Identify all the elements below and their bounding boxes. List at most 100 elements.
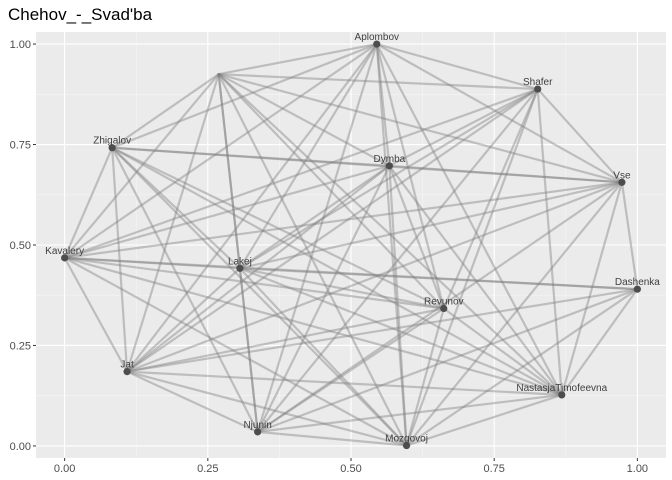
network-edge (238, 42, 378, 270)
node-label: Vse (613, 170, 631, 181)
x-tick-label: 1.00 (627, 463, 648, 475)
network-edge (375, 42, 408, 447)
node-label: Shafer (523, 77, 553, 88)
node-layer (61, 40, 641, 450)
network-edge (63, 256, 129, 373)
network-edge (256, 430, 408, 447)
x-tick-label: 0.25 (197, 463, 218, 475)
network-edge (111, 146, 563, 397)
x-axis: 0.00 0.25 0.50 0.75 1.00 (54, 458, 648, 475)
network-edge (405, 288, 639, 447)
network-node (236, 264, 244, 272)
network-edge (238, 267, 445, 310)
network-edge (405, 393, 563, 447)
network-node (373, 40, 381, 48)
network-edge (63, 256, 445, 310)
node-label: NastasjaTimofeevna (516, 383, 607, 394)
network-edge (217, 73, 391, 167)
network-edge (63, 256, 241, 270)
network-edge (375, 42, 391, 167)
network-edge (238, 267, 639, 291)
network-edge (63, 256, 563, 397)
network-edge (217, 73, 259, 433)
network-edge (238, 164, 391, 270)
network-edge (125, 87, 539, 373)
network-node (385, 162, 393, 170)
network-edge (238, 87, 539, 270)
network-edge (111, 146, 129, 373)
network-edge (217, 73, 445, 310)
network-edge (375, 42, 539, 91)
x-tick-label: 0.50 (340, 463, 361, 475)
network-edge (111, 146, 259, 433)
network-edge (125, 164, 391, 373)
network-edge (63, 87, 539, 259)
network-edge (63, 181, 624, 259)
network-node (123, 367, 131, 376)
network-edge (125, 42, 378, 373)
network-edge (375, 42, 624, 184)
network-edge (125, 370, 563, 397)
network-edge (63, 42, 378, 259)
network-node (61, 254, 69, 262)
network-edge (125, 73, 220, 373)
network-edge (111, 146, 408, 447)
network-edge (388, 164, 408, 447)
edge-layer (63, 42, 639, 447)
node-label: Lakej (228, 256, 252, 267)
network-edge (560, 288, 639, 397)
x-tick-label: 0.00 (54, 463, 75, 475)
chart-title: Chehov_-_Svad'ba (8, 5, 153, 24)
network-edge (442, 87, 539, 310)
node-label: Njunin (243, 420, 271, 431)
network-edge (256, 181, 624, 433)
network-edge (111, 146, 445, 310)
network-edge (560, 181, 624, 397)
network-edge (111, 42, 378, 149)
network-edge (63, 256, 639, 291)
node-label-layer: Aplombov Shafer Zhigalov Dymba Vse Kavalery La… (45, 32, 660, 444)
network-edge (256, 42, 378, 433)
y-tick-label: 0.25 (10, 340, 31, 352)
node-label: Dymba (374, 154, 406, 165)
network-node (558, 391, 566, 399)
network-edge (125, 181, 624, 373)
network-node (618, 178, 626, 186)
network-edge (125, 370, 259, 433)
network-edge (63, 256, 408, 447)
network-edge (63, 146, 114, 259)
network-edge (111, 146, 391, 167)
network-edge (125, 288, 639, 373)
network-edge (536, 87, 563, 397)
network-edge (238, 181, 624, 270)
network-edge (256, 393, 563, 433)
network-edge (375, 42, 445, 310)
network-edge (111, 73, 220, 149)
network-edge (217, 73, 539, 91)
network-edge (405, 307, 445, 447)
y-tick-label: 0.00 (10, 441, 31, 453)
network-edge (111, 146, 241, 270)
node-label: Mozgovoj (385, 434, 428, 445)
x-tick-label: 0.75 (483, 463, 504, 475)
network-edge (217, 73, 624, 184)
network-edge (111, 146, 624, 184)
network-edge (536, 87, 624, 184)
network-edge (238, 267, 259, 433)
node-label: Zhigalov (93, 136, 131, 147)
y-tick-label: 0.75 (10, 140, 31, 152)
network-edge (620, 181, 639, 291)
node-label: Dashenka (615, 277, 660, 288)
network-edge (256, 87, 539, 433)
network-edge (238, 267, 408, 447)
network-edge (217, 73, 241, 270)
y-tick-label: 0.50 (10, 240, 31, 252)
network-edge (63, 73, 220, 259)
network-edge (217, 73, 563, 397)
network-node (254, 428, 262, 436)
network-node (402, 441, 411, 450)
network-edge (256, 164, 391, 433)
network-edge (217, 42, 378, 76)
network-edge (217, 73, 408, 447)
network-edge (125, 307, 445, 373)
